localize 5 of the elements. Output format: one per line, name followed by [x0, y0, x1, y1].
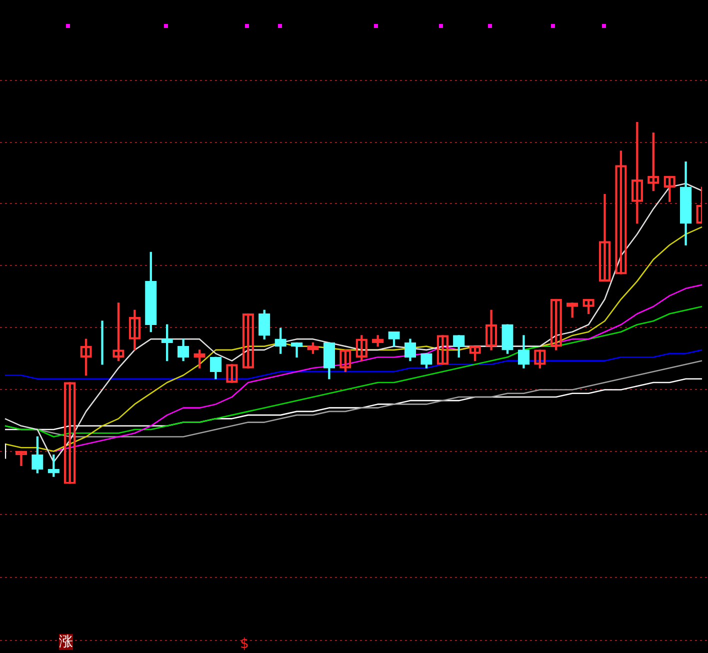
- text: 涨: [59, 634, 73, 650]
- candlestick: [64, 382, 76, 484]
- candlestick: [436, 335, 448, 365]
- candlestick: [242, 313, 254, 368]
- text: $: [240, 636, 249, 652]
